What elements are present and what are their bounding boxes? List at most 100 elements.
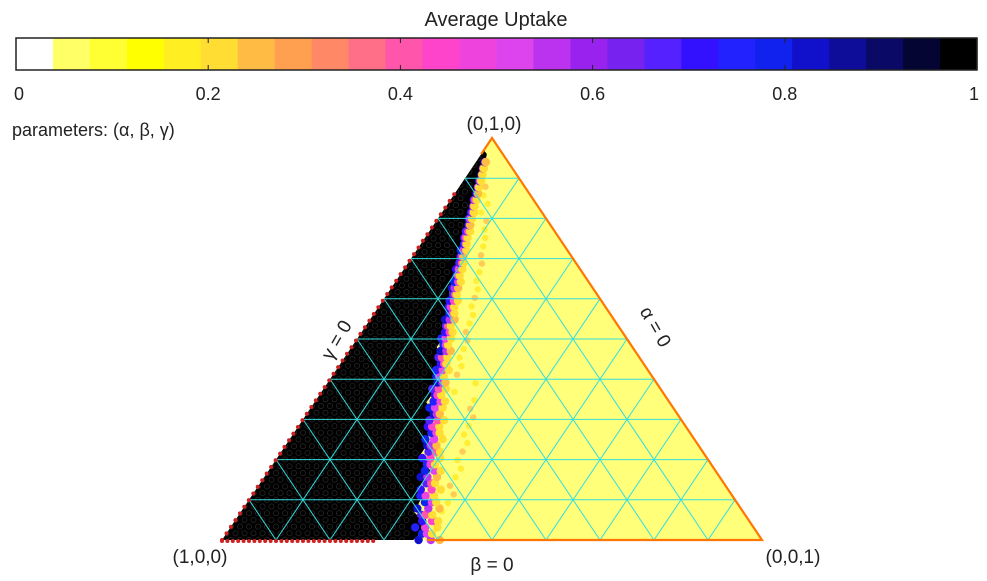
hex-cell [403,490,410,497]
grid-line [707,499,736,540]
spot [458,362,465,370]
hex-cell [345,362,351,369]
transition-cell [432,441,441,450]
hex-cell [390,403,396,409]
hex-cell [318,537,324,540]
hex-cell [363,510,369,517]
hex-cell [349,449,356,456]
hex-cell [394,476,401,483]
edge-dot [385,292,390,296]
hex-cell [417,362,423,369]
hex-cell [403,423,410,430]
hex-cell [313,409,320,416]
hex-cell [228,537,234,540]
hex-cell [376,369,383,376]
hex-cell [327,523,333,530]
hex-cell [376,490,383,497]
hex-cell [300,523,306,530]
hex-cell [448,235,455,242]
hex-cell [444,242,450,249]
hex-cell [331,409,338,416]
spot [450,491,457,498]
hex-cell [399,389,405,396]
hex-cell [345,483,351,490]
hex-cell [444,228,450,235]
edge-label-bottom: β = 0 [470,555,513,576]
hex-cell [264,483,270,490]
transition-cell [454,283,463,293]
transition-cell [418,453,427,463]
grid-line [356,338,493,540]
hex-cell [376,315,383,322]
hex-cell [453,228,459,235]
hex-cell [399,349,405,356]
transition-cell [456,277,465,286]
hex-cell [435,322,441,329]
transition-cell [459,258,468,268]
hex-cell [286,463,293,470]
hex-cell [358,436,365,443]
hex-cell [309,470,315,476]
hex-cell [282,483,288,490]
hex-cell [237,537,243,540]
hex-cell [331,476,338,483]
edge-dot [407,258,412,263]
hex-cell [417,322,423,329]
edge-dot [416,245,421,250]
hex-cell [300,470,306,476]
hex-cell [381,429,387,436]
hex-cell [444,269,450,275]
transition-cell [435,409,444,419]
spot [482,183,489,190]
hex-cell [277,490,284,497]
transition-cell [427,529,437,538]
transition-cell [440,397,450,406]
spot [482,234,489,242]
hex-cell [349,369,356,376]
transition-cell [472,195,481,205]
edge-dot [237,511,242,516]
transition-cell [430,491,439,501]
colorbar-cell [459,38,498,70]
hex-cell [340,516,347,523]
hex-cell [246,523,252,530]
hex-cell [381,523,387,530]
transition-cell [441,378,450,387]
hex-cell [394,342,401,349]
hex-cell [417,429,423,436]
hex-cell [439,262,446,269]
hex-cell [340,503,347,510]
hex-cell [268,530,275,537]
hex-cell [336,429,342,436]
hex-cell [345,523,351,530]
hex-cell [403,356,410,363]
hex-cell [399,322,405,329]
edge-dot [279,539,284,543]
hex-cell [291,483,297,490]
transition-cell [466,227,475,236]
grid-line [383,258,574,540]
hex-cell [349,503,356,510]
edge-dot [300,418,305,423]
hex-cell [426,269,432,275]
hex-cell [241,516,248,523]
hex-cell [394,503,401,510]
hex-cell [354,523,360,530]
hex-cell [399,510,405,517]
hex-cell [363,483,369,490]
hex-cell [394,490,401,497]
hex-cell [385,436,392,443]
hex-cell [439,248,446,255]
transition-cell [428,422,437,431]
transition-cell [431,365,441,375]
transition-cell [435,428,444,438]
spot [477,209,485,216]
hex-cell [304,423,311,430]
hex-cell [403,476,410,483]
colorbar-cell [903,38,941,70]
hex-cell [412,369,419,376]
hex-cell [331,490,338,497]
edge-dot [309,405,314,409]
hex-cell [313,503,320,510]
edge-dot [362,325,367,330]
